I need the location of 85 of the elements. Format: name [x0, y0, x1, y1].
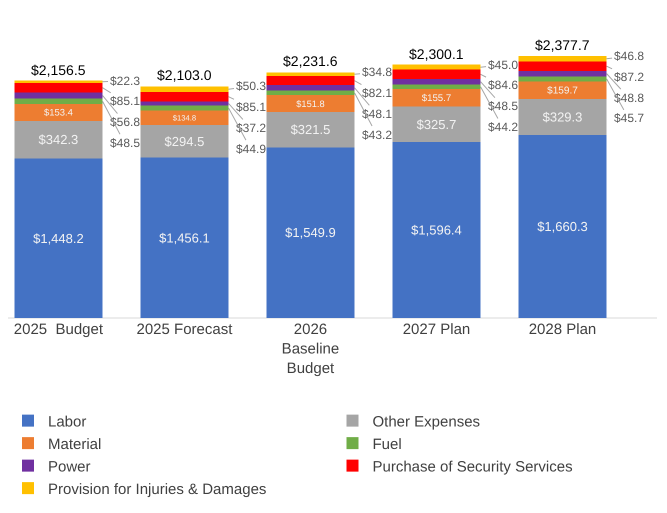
- legend-label: Fuel: [372, 436, 402, 453]
- bar: [518, 98, 607, 136]
- bar: [266, 112, 355, 148]
- bar: [14, 104, 103, 121]
- data-label: $48.8: [614, 91, 644, 105]
- total-label: $2,377.7: [535, 37, 590, 53]
- legend-label: Labor: [48, 414, 86, 430]
- bar: [140, 158, 229, 318]
- data-label: $329.3: [542, 110, 582, 125]
- data-label: $85.1: [236, 100, 266, 114]
- bar: [518, 61, 607, 71]
- bar: [392, 142, 481, 318]
- total-label: $2,103.0: [157, 67, 212, 83]
- bar: [266, 76, 355, 86]
- legend-label: Other Expenses: [372, 414, 480, 430]
- bar: [14, 120, 103, 159]
- bar: [392, 70, 481, 80]
- data-label: $1,660.3: [537, 219, 588, 234]
- bar: [140, 110, 229, 126]
- data-label: $151.8: [296, 98, 325, 109]
- x-tick-label: 2025 Forecast: [136, 321, 234, 338]
- x-tick-label: 2026 Baseline Budget: [282, 321, 340, 377]
- bar: [14, 158, 103, 318]
- data-label: $37.2: [236, 121, 266, 135]
- bar: [140, 101, 229, 106]
- bar: [140, 92, 229, 102]
- total-label: $2,156.5: [31, 62, 86, 78]
- bar: [14, 92, 103, 99]
- data-label: $43.2: [362, 128, 392, 142]
- legend-label: Purchase of Security Services: [372, 458, 573, 476]
- data-label: $1,456.1: [159, 230, 210, 246]
- bar: [392, 84, 481, 90]
- data-label: $85.1: [110, 94, 140, 108]
- bar: [392, 64, 481, 70]
- data-label: $87.2: [614, 70, 644, 84]
- legend-label: Provision for Injuries & Damages: [48, 481, 266, 498]
- x-tick-label: 2028 Plan: [528, 321, 596, 338]
- data-label: $153.4: [44, 106, 73, 118]
- data-label: $342.3: [38, 132, 78, 148]
- bar: [518, 56, 607, 62]
- x-tick-label: 2027 Plan: [402, 321, 470, 338]
- data-label: $44.9: [236, 142, 266, 156]
- bar: [140, 86, 229, 92]
- data-label: $294.5: [164, 134, 204, 149]
- data-label: $46.8: [614, 49, 644, 63]
- bar: [392, 79, 481, 84]
- data-label: $325.7: [416, 116, 456, 132]
- data-label: $34.8: [362, 65, 392, 79]
- bar: [392, 106, 481, 142]
- bar: [518, 70, 607, 76]
- data-label: $82.1: [362, 86, 392, 100]
- data-label: $1,448.2: [33, 230, 84, 246]
- bar: [266, 147, 355, 318]
- bar: [518, 81, 607, 99]
- bar: [14, 98, 103, 104]
- total-label: $2,300.1: [409, 46, 464, 62]
- data-label: $48.5: [110, 136, 140, 150]
- total-label: $2,231.6: [283, 53, 338, 69]
- bar: [518, 135, 607, 318]
- data-label: $48.1: [362, 107, 392, 121]
- bar: [140, 125, 229, 158]
- data-label: $155.7: [422, 93, 452, 104]
- data-label: $22.3: [110, 74, 140, 88]
- bar: [266, 72, 355, 76]
- legend-label: Material: [48, 436, 102, 453]
- legend-label: Power: [48, 458, 91, 476]
- data-label: $159.7: [547, 86, 578, 97]
- data-label: $45.0: [488, 58, 518, 72]
- bar: [518, 76, 607, 82]
- bar: [140, 105, 229, 110]
- x-tick-label: 2025 Budget: [14, 321, 104, 338]
- bar: [392, 89, 481, 106]
- data-label: $1,596.4: [411, 222, 462, 238]
- data-label: $84.6: [488, 78, 518, 92]
- data-label: $321.5: [290, 122, 330, 138]
- bar: [266, 85, 355, 90]
- data-label: $50.3: [236, 79, 266, 93]
- bar: [266, 90, 355, 96]
- data-label: $1,549.9: [285, 225, 336, 240]
- bar: [266, 95, 355, 112]
- data-label: $56.8: [110, 115, 140, 129]
- data-label: $44.2: [488, 120, 518, 134]
- data-label: $45.7: [614, 111, 644, 125]
- bar: [14, 82, 103, 92]
- data-label: $48.5: [488, 99, 518, 113]
